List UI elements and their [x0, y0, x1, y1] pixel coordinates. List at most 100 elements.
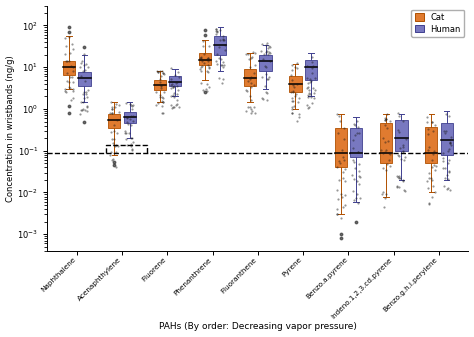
Point — [221, 62, 228, 67]
Point — [66, 50, 74, 55]
Point — [305, 104, 313, 110]
Point — [158, 83, 165, 88]
Point — [69, 87, 77, 92]
Point — [351, 160, 358, 165]
Point — [381, 150, 388, 155]
Point — [380, 151, 387, 156]
Point — [381, 117, 388, 123]
Bar — [335, 128, 347, 167]
Point — [197, 68, 205, 73]
Point — [401, 187, 408, 192]
Point — [129, 114, 137, 119]
Point — [62, 59, 70, 64]
Point — [218, 63, 225, 68]
Point — [205, 84, 212, 90]
Point — [428, 178, 436, 183]
Point — [425, 200, 433, 205]
Point — [251, 104, 258, 110]
Point — [251, 51, 258, 56]
Point — [379, 135, 387, 141]
Point — [402, 137, 410, 142]
Point — [246, 64, 254, 70]
Point — [353, 130, 361, 136]
Point — [76, 111, 84, 117]
Point — [80, 90, 87, 95]
Point — [171, 104, 178, 110]
Point — [172, 72, 179, 78]
Point — [125, 130, 132, 136]
Point — [220, 37, 228, 43]
Point — [78, 59, 86, 64]
Point — [109, 111, 116, 116]
Point — [423, 115, 430, 120]
Point — [197, 56, 204, 61]
Point — [158, 103, 165, 109]
Point — [247, 111, 255, 116]
Point — [78, 107, 86, 112]
Point — [170, 94, 178, 100]
Point — [428, 194, 436, 200]
Point — [386, 119, 394, 124]
Point — [245, 78, 252, 84]
Point — [335, 113, 343, 119]
Point — [248, 109, 256, 114]
Point — [167, 76, 174, 82]
Bar — [441, 123, 453, 155]
Bar — [289, 76, 301, 92]
Point — [122, 131, 130, 136]
Point — [213, 26, 220, 31]
Point — [355, 125, 362, 130]
Point — [289, 98, 296, 103]
Point — [425, 175, 432, 181]
Point — [425, 201, 433, 207]
Point — [82, 90, 90, 95]
Point — [81, 78, 89, 84]
Point — [383, 162, 391, 167]
Point — [171, 91, 178, 96]
Point — [158, 98, 165, 104]
Point — [340, 125, 347, 130]
Point — [84, 88, 92, 93]
Point — [128, 103, 135, 109]
Point — [295, 114, 303, 120]
Point — [62, 52, 69, 57]
Point — [292, 64, 299, 69]
Point — [173, 84, 181, 89]
Point — [386, 163, 394, 168]
Point — [425, 127, 432, 132]
X-axis label: PAHs (By order: Decreasing vapor pressure): PAHs (By order: Decreasing vapor pressur… — [159, 323, 357, 332]
Point — [264, 51, 272, 57]
Bar — [124, 112, 136, 123]
Point — [263, 48, 270, 53]
Point — [197, 66, 204, 71]
Point — [382, 116, 390, 122]
Point — [79, 68, 87, 73]
Point — [430, 162, 438, 167]
Point — [257, 48, 265, 54]
Point — [348, 173, 356, 178]
Point — [109, 104, 116, 110]
Point — [333, 211, 340, 216]
Point — [393, 183, 401, 188]
Point — [305, 88, 313, 93]
Point — [355, 200, 362, 205]
Point — [242, 88, 250, 93]
Point — [349, 137, 356, 143]
Point — [167, 85, 174, 90]
Point — [81, 62, 88, 68]
Point — [67, 97, 74, 103]
Point — [219, 36, 227, 41]
Point — [385, 157, 392, 163]
Point — [128, 122, 135, 127]
Point — [173, 101, 180, 106]
Point — [304, 94, 311, 99]
Point — [399, 178, 407, 183]
Point — [378, 147, 385, 153]
Point — [112, 164, 120, 170]
Point — [288, 111, 296, 116]
Point — [337, 191, 345, 196]
Point — [123, 115, 130, 121]
Point — [263, 77, 271, 82]
Point — [107, 149, 115, 155]
Point — [221, 42, 228, 48]
